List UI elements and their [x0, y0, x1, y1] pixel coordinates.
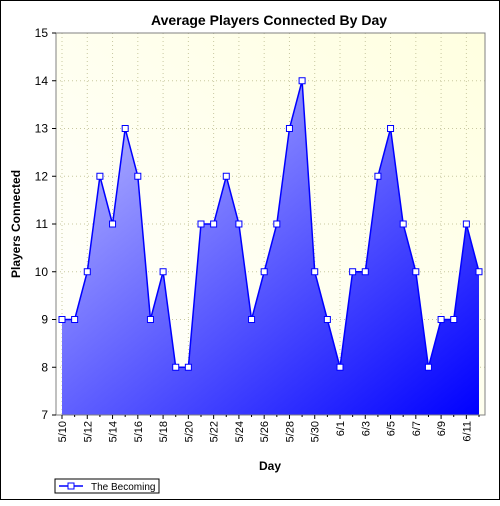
legend-marker — [67, 482, 75, 490]
x-tick-label: 5/30 — [310, 421, 322, 442]
data-point-5-18 — [159, 268, 167, 276]
x-tick-label: 5/22 — [209, 421, 221, 442]
data-point-5-20 — [184, 363, 192, 371]
data-point-6-6 — [399, 220, 407, 228]
data-point-5-28 — [285, 125, 293, 132]
data-point-5-10 — [58, 316, 66, 323]
data-point-5-11 — [71, 316, 79, 323]
x-tick-label: 5/18 — [158, 421, 170, 442]
data-point-6-1 — [336, 363, 344, 371]
x-tick-label: 5/26 — [259, 421, 271, 442]
series-line — [62, 80, 480, 368]
x-axis-label: Day — [259, 459, 281, 473]
data-point-6-9 — [437, 316, 445, 323]
series-points — [58, 77, 483, 371]
data-point-5-15 — [121, 125, 129, 132]
x-tick-label: 5/16 — [133, 421, 145, 442]
x-tick-label: 5/10 — [57, 421, 69, 442]
y-axis-label: Players Connected — [9, 170, 23, 278]
y-axis: 7 8 9 10 11 12 13 14 15 — [35, 26, 56, 422]
data-point-5-29 — [298, 77, 306, 85]
x-tick-label: 5/24 — [234, 421, 246, 442]
x-tick-label: 5/28 — [284, 421, 296, 442]
y-tick-label: 13 — [35, 122, 49, 136]
data-point-5-26 — [260, 268, 268, 276]
x-tick-label: 6/11 — [461, 421, 473, 442]
data-point-5-31 — [323, 316, 331, 323]
data-point-5-27 — [273, 220, 281, 228]
y-tick-label: 10 — [35, 265, 49, 279]
x-tick-label: 5/20 — [183, 421, 195, 442]
y-tick-label: 7 — [41, 408, 48, 422]
x-tick-label: 6/9 — [436, 421, 448, 436]
data-point-5-12 — [83, 268, 91, 276]
x-tick-label: 5/12 — [82, 421, 94, 442]
data-point-5-19 — [172, 363, 180, 371]
legend-box — [54, 478, 160, 494]
data-point-6-2 — [349, 268, 357, 276]
y-tick-label: 11 — [36, 217, 49, 231]
x-tick-label: 6/3 — [360, 421, 372, 436]
y-tick-label: 14 — [35, 74, 49, 88]
data-point-5-21 — [197, 220, 205, 228]
x-tick-label: 6/1 — [335, 421, 347, 436]
data-point-6-3 — [361, 268, 369, 276]
data-point-5-25 — [248, 316, 256, 323]
data-point-5-24 — [235, 220, 243, 228]
data-point-5-14 — [109, 220, 117, 228]
data-point-6-10 — [450, 316, 458, 323]
data-point-6-8 — [424, 363, 432, 371]
data-point-6-4 — [374, 172, 382, 180]
data-point-5-22 — [210, 220, 218, 228]
data-point-5-23 — [222, 172, 230, 180]
data-point-6-11 — [462, 220, 470, 228]
data-point-5-17 — [146, 316, 154, 323]
data-point-6-7 — [412, 268, 420, 276]
x-tick-label: 6/5 — [386, 421, 398, 436]
legend: The Becoming — [54, 478, 160, 494]
data-point-5-16 — [134, 172, 142, 180]
legend-entry: The Becoming — [91, 482, 155, 493]
data-point-5-13 — [96, 172, 104, 180]
x-tick-label: 5/14 — [108, 421, 120, 442]
y-tick-label: 9 — [41, 313, 48, 327]
data-point-6-5 — [387, 125, 395, 132]
data-point-5-30 — [311, 268, 319, 276]
y-tick-label: 8 — [41, 360, 48, 374]
y-tick-label: 12 — [35, 169, 49, 183]
x-tick-label: 6/7 — [411, 421, 423, 436]
y-tick-label: 15 — [35, 26, 49, 40]
data-point-6-12 — [475, 268, 483, 276]
x-axis: 5/10 5/12 5/14 5/16 5/18 5/20 5/22 5/24 5/26 5/28… — [57, 415, 480, 442]
chart-title: Average Players Connected By Day — [151, 12, 387, 28]
